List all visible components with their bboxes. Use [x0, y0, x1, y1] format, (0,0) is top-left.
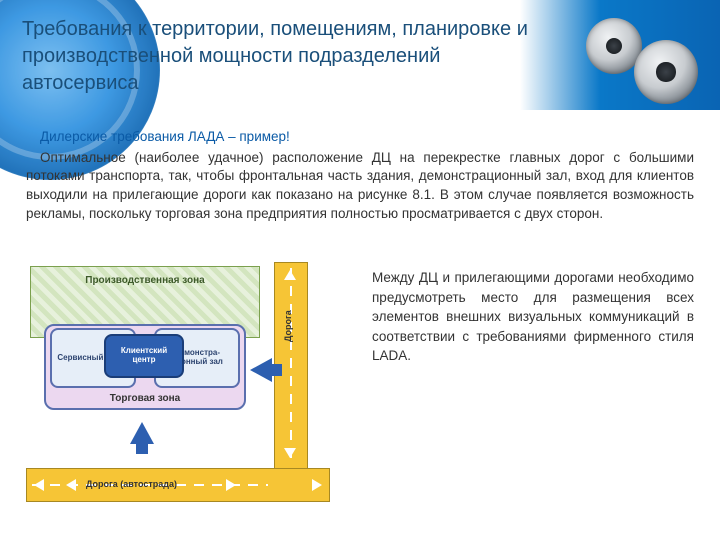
big-arrow-up-icon: [130, 422, 154, 444]
arrow-left-icon: [34, 479, 44, 491]
arrow-down-icon: [284, 448, 296, 458]
client-center-card: Клиентский центр: [104, 334, 184, 378]
main-intro-block: Дилерские требования ЛАДА – пример! Опти…: [26, 128, 694, 223]
arrow-up-icon: [284, 270, 296, 280]
site-plan-diagram: Дорога Дорога (автострада) Производствен…: [26, 262, 356, 522]
sales-zone-label: Торговая зона: [46, 393, 244, 404]
diagram-and-text-row: Дорога Дорога (автострада) Производствен…: [26, 262, 694, 522]
arrow-left-icon: [66, 479, 76, 491]
arrow-right-icon: [226, 479, 236, 491]
paragraph-1: Оптимальное (наиболее удачное) расположе…: [26, 149, 694, 224]
subtitle: Дилерские требования ЛАДА – пример!: [26, 128, 694, 147]
production-zone-label: Производственная зона: [31, 275, 259, 286]
big-arrow-left-icon: [250, 358, 272, 382]
gear-icon: [634, 40, 698, 104]
road-vertical-label: Дорога: [283, 310, 293, 342]
paragraph-2: Между ДЦ и прилегающими дорогами необход…: [372, 268, 694, 366]
road-horizontal-label: Дорога (автострада): [86, 479, 177, 489]
page-title: Требования к территории, помещениям, пла…: [22, 16, 542, 97]
arrow-right-icon: [312, 479, 322, 491]
road-dash-vertical: [290, 268, 292, 460]
